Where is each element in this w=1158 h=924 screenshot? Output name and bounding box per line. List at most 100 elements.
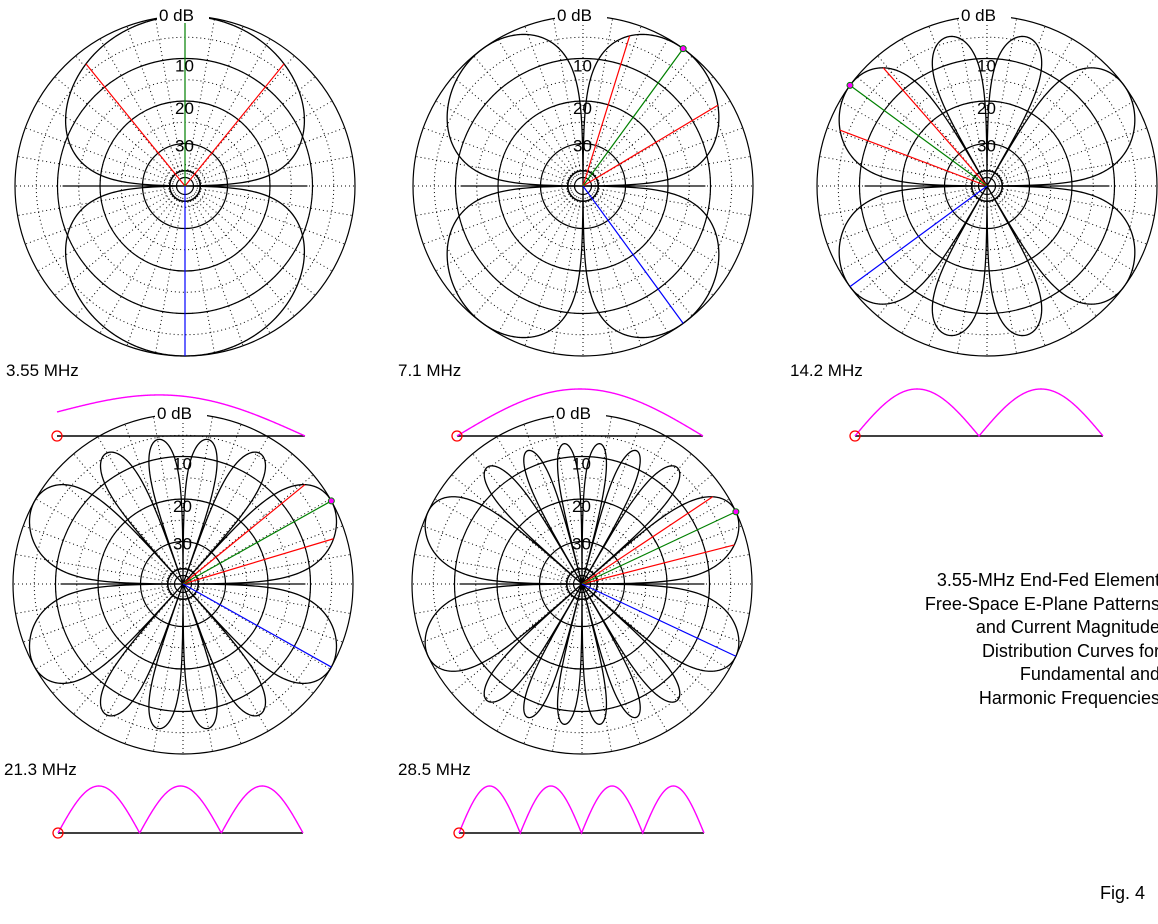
grid-radial: [192, 194, 295, 317]
zero-db-label: 0 dB: [961, 6, 996, 25]
grid-radial: [856, 193, 979, 296]
label-background: [157, 8, 209, 23]
grid-radial: [452, 193, 575, 296]
half-power-line: [839, 129, 988, 187]
db-ring: [453, 455, 711, 713]
db-ring: [454, 57, 712, 315]
grid-radial: [414, 553, 571, 583]
half-power-line: [581, 496, 714, 585]
grid-radial: [423, 189, 572, 245]
grid-radial: [52, 474, 175, 577]
grid-radial: [594, 187, 751, 217]
source-marker: [453, 827, 465, 839]
grid-radial: [194, 587, 343, 643]
secondary-lobe-line: [849, 185, 988, 288]
secondary-lobe-line: [581, 583, 737, 657]
max-gain-marker: [846, 81, 854, 89]
caption-line: Free-Space E-Plane Patterns: [924, 593, 1158, 614]
current-distribution: [52, 785, 304, 839]
grid-radial: [186, 197, 216, 354]
grid-radial: [196, 189, 345, 245]
current-distribution: [453, 785, 705, 839]
grid-radial: [473, 55, 576, 178]
grid-radial: [586, 26, 642, 175]
db-ring-label: 20: [175, 99, 194, 118]
zero-db-label: 0 dB: [556, 404, 591, 423]
db-ring-label: 30: [977, 137, 996, 156]
polar-plot: 0 dB 10 20 30 28.5 MHz: [398, 404, 753, 779]
grid-radial: [994, 194, 1097, 317]
grid-radial: [586, 197, 642, 346]
half-power-line: [85, 63, 186, 187]
secondary-lobe-line: [582, 185, 684, 324]
grid-radial: [928, 26, 984, 175]
frequency-label: 28.5 MHz: [398, 760, 471, 779]
grid-radial: [126, 197, 182, 346]
grid-radial: [591, 76, 714, 179]
grid-radial: [956, 197, 986, 354]
max-gain-line: [581, 511, 737, 585]
grid-radial: [423, 127, 572, 183]
polar-plot: 0 dB 10 20 30 21.3 MHz: [4, 404, 354, 779]
half-power-line: [882, 67, 988, 187]
grid-radial: [593, 587, 742, 643]
grid-radial: [591, 193, 714, 296]
db-ring-label: 20: [573, 99, 592, 118]
grid-radial: [194, 553, 351, 583]
current-distribution: [849, 388, 1104, 442]
secondary-lobe-line: [182, 583, 332, 668]
db-ring-label: 20: [977, 99, 996, 118]
label-background: [554, 406, 606, 421]
caption-line: and Current Magnitude: [975, 617, 1158, 637]
label-background: [555, 8, 607, 23]
grid-radial: [473, 194, 576, 317]
source-marker: [51, 430, 63, 442]
source-marker: [849, 430, 861, 442]
grid-radial: [422, 525, 571, 581]
max-gain-line: [582, 48, 684, 187]
grid-radial: [524, 26, 580, 175]
grid-radial: [928, 197, 984, 346]
db-ring-label: 30: [573, 137, 592, 156]
caption-line: Fundamental and: [1019, 664, 1158, 684]
grid-radial: [17, 155, 174, 185]
grid-radial: [23, 525, 172, 581]
grid-radial: [593, 585, 750, 615]
caption-line: 3.55-MHz End-Fed Element: [936, 570, 1158, 590]
grid-radial: [194, 525, 343, 581]
caption-line: Distribution Curves for: [981, 640, 1158, 661]
db-ring-label: 30: [175, 137, 194, 156]
current-curve: [854, 388, 1104, 438]
half-power-line: [581, 544, 735, 585]
half-power-line: [582, 35, 631, 187]
grid-radial: [593, 553, 750, 583]
polar-plot: 0 dB 10 20 30 7.1 MHz: [398, 6, 754, 380]
grid-radial: [17, 187, 174, 217]
grid-radial: [452, 76, 575, 179]
current-curve: [56, 394, 306, 437]
grid-radial: [54, 193, 177, 296]
source-marker: [451, 430, 463, 442]
grid-radial: [126, 26, 182, 175]
grid-radial: [998, 155, 1155, 185]
grid-radial: [15, 553, 172, 583]
figure-caption: 3.55-MHz End-Fed Element Free-Space E-Pl…: [800, 569, 1158, 710]
grid-radial: [193, 193, 316, 296]
grid-radial: [590, 55, 693, 178]
max-gain-marker: [732, 508, 740, 516]
source-marker: [52, 827, 64, 839]
grid-radial: [23, 587, 172, 643]
frequency-label: 21.3 MHz: [4, 760, 77, 779]
grid-radial: [75, 194, 178, 317]
grid-radial: [590, 194, 693, 317]
grid-radial: [188, 26, 244, 175]
grid-radial: [188, 197, 244, 346]
grid-radial: [994, 55, 1097, 178]
grid-radial: [15, 585, 172, 615]
db-ring-label: 30: [173, 535, 192, 554]
db-ring-label: 20: [572, 497, 591, 516]
grid-radial: [25, 189, 174, 245]
frequency-label: 3.55 MHz: [6, 361, 79, 380]
polar-plot: 0 dB 10 20 30 3.55 MHz: [6, 6, 356, 380]
caption-line: Harmonic Frequencies: [978, 687, 1158, 708]
